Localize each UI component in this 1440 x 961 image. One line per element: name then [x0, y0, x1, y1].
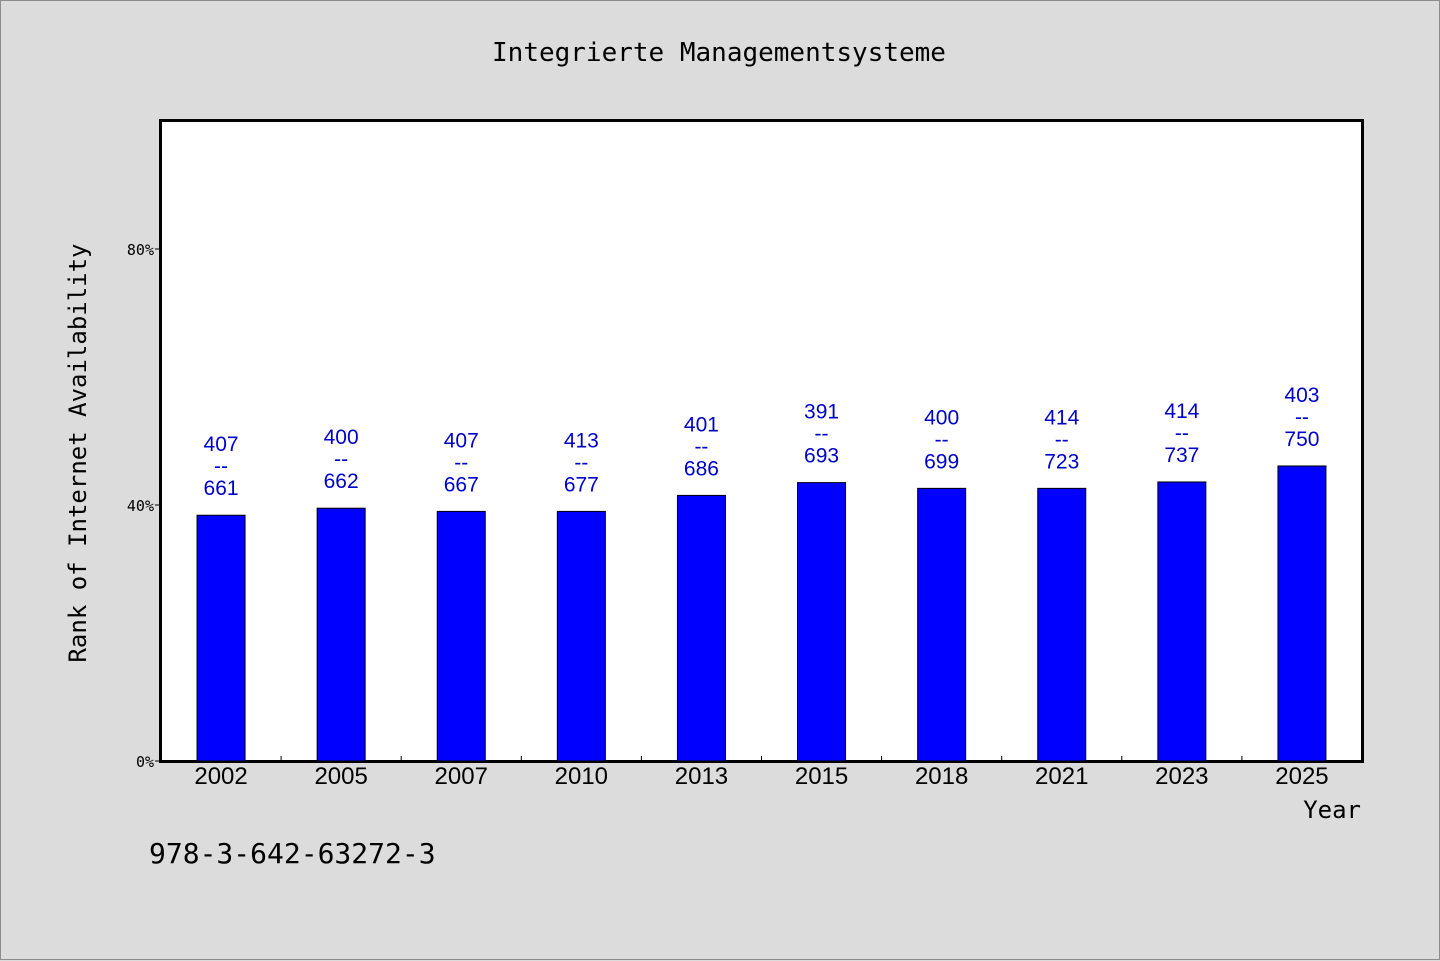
y-axis-ticks: 0% 40% 80% — [127, 241, 161, 771]
data-label-2021-2: -- — [1055, 428, 1069, 451]
data-label-2015-2: -- — [815, 423, 829, 446]
data-label-2021-1: 414 — [1044, 406, 1079, 429]
x-tick-label-2013: 2013 — [675, 763, 728, 790]
data-label-2018-3: 699 — [924, 450, 959, 473]
x-tick-label-2025: 2025 — [1275, 763, 1328, 790]
data-label-2010-2: -- — [574, 451, 588, 474]
bar-2013 — [676, 494, 726, 762]
y-tick-label-0: 0% — [136, 753, 154, 771]
data-label-2023-1: 414 — [1164, 400, 1199, 423]
bar-labels-group: 407--661400--662407--667413--677401--686… — [204, 384, 1320, 500]
bar-2007 — [436, 510, 486, 762]
data-label-2002-1: 407 — [204, 433, 239, 456]
data-label-2025-2: -- — [1295, 406, 1309, 429]
bars-group — [196, 465, 1327, 762]
bar-2010 — [556, 510, 606, 762]
x-axis-ticks: 2002 2005 2007 2010 2013 2015 2018 2021 2023 2025 — [194, 756, 1329, 790]
data-label-2021-3: 723 — [1044, 450, 1079, 473]
chart-title: Integrierte Managementsysteme — [492, 38, 946, 68]
x-tick-label-2018: 2018 — [915, 763, 968, 790]
bar-2023 — [1157, 481, 1207, 762]
data-label-2015-3: 693 — [804, 445, 839, 468]
x-tick-label-2015: 2015 — [795, 763, 848, 790]
x-tick-label-2010: 2010 — [555, 763, 608, 790]
bar-2015 — [797, 482, 847, 762]
data-label-2002-2: -- — [214, 455, 228, 478]
data-label-2023-3: 737 — [1164, 444, 1199, 467]
bar-2021 — [1037, 487, 1087, 762]
data-label-2005-3: 662 — [324, 470, 359, 493]
data-label-2015-1: 391 — [804, 401, 839, 424]
footer-isbn: 978-3-642-63272-3 — [149, 837, 436, 870]
data-label-2025-1: 403 — [1284, 384, 1319, 407]
data-label-2023-2: -- — [1175, 422, 1189, 445]
x-tick-label-2007: 2007 — [435, 763, 488, 790]
x-tick-label-2023: 2023 — [1155, 763, 1208, 790]
y-axis-label: Rank of Internet Availability — [64, 243, 92, 662]
bar-2005 — [316, 507, 366, 762]
data-label-2018-2: -- — [935, 428, 949, 451]
x-tick-label-2021: 2021 — [1035, 763, 1088, 790]
x-axis-label: Year — [1303, 796, 1361, 824]
bar-2018 — [917, 487, 967, 762]
data-label-2002-3: 661 — [204, 477, 239, 500]
x-tick-label-2005: 2005 — [314, 763, 367, 790]
bar-2002 — [196, 514, 246, 762]
data-label-2007-3: 667 — [444, 473, 479, 496]
data-label-2010-3: 677 — [564, 473, 599, 496]
data-label-2013-2: -- — [694, 435, 708, 458]
data-label-2005-2: -- — [334, 448, 348, 471]
data-label-2025-3: 750 — [1284, 428, 1319, 451]
data-label-2007-1: 407 — [444, 429, 479, 452]
data-label-2018-1: 400 — [924, 406, 959, 429]
y-tick-label-80: 80% — [127, 241, 154, 259]
y-tick-label-40: 40% — [127, 497, 154, 515]
x-tick-label-2002: 2002 — [194, 763, 247, 790]
data-label-2007-2: -- — [454, 451, 468, 474]
data-label-2010-1: 413 — [564, 429, 599, 452]
data-label-2005-1: 400 — [324, 426, 359, 449]
data-label-2013-1: 401 — [684, 413, 719, 436]
bar-2025 — [1277, 465, 1327, 762]
data-label-2013-3: 686 — [684, 457, 719, 480]
